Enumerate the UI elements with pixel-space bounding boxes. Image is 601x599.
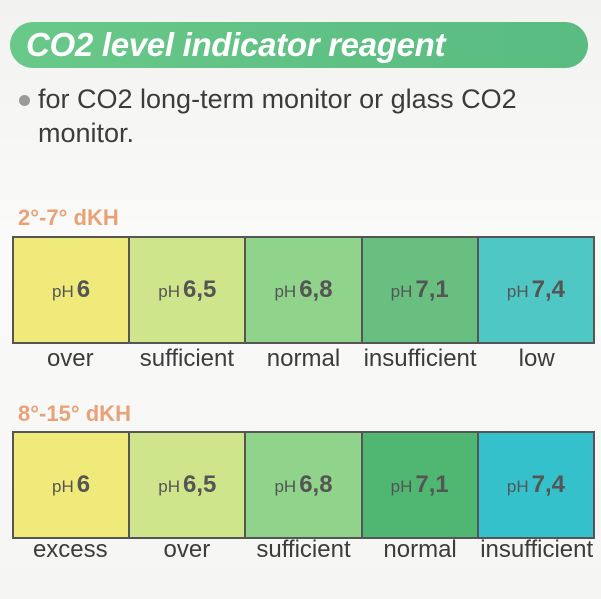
status-label: insufficient xyxy=(480,536,594,563)
status-label: insufficient xyxy=(363,345,477,372)
description-text: for CO2 long-term monitor or glass CO2 m… xyxy=(38,84,517,148)
ph-prefix: pH xyxy=(158,282,180,301)
ph-value: 6,8 xyxy=(299,276,333,303)
ph-value: 6 xyxy=(76,276,91,303)
status-label: over xyxy=(163,536,211,563)
status-label: normal xyxy=(266,345,341,372)
ph-value: 6,8 xyxy=(299,471,333,498)
ph-value: 7,1 xyxy=(415,276,449,303)
ph-prefix: pH xyxy=(390,282,413,301)
ph-prefix: pH xyxy=(274,282,297,301)
ph-value: 6,5 xyxy=(182,276,217,303)
status-label: normal xyxy=(383,536,457,563)
color-swatch: pH 6,8 xyxy=(246,433,363,537)
ph-prefix: pH xyxy=(52,477,74,496)
color-swatch: pH 7,4 xyxy=(478,238,594,342)
status-label: sufficient xyxy=(256,536,351,563)
ph-prefix: pH xyxy=(274,477,297,496)
range-label-2-7: 2°-7° dKH xyxy=(18,205,119,230)
bullet-icon xyxy=(19,95,30,106)
ph-value: 6 xyxy=(76,471,91,498)
color-swatch: pH 6 xyxy=(14,238,131,342)
status-label: sufficient xyxy=(139,345,235,372)
ph-prefix: pH xyxy=(52,282,74,301)
status-labels-row-2: excess over sufficient normal insufficie… xyxy=(12,536,595,564)
status-label: over xyxy=(46,345,94,372)
status-label: low xyxy=(518,345,555,372)
status-labels-row-1: over sufficient normal insufficient low xyxy=(12,345,595,373)
ph-value: 7,4 xyxy=(531,471,565,498)
color-swatch: pH 6 xyxy=(14,433,131,537)
ph-value: 7,1 xyxy=(415,471,449,498)
ph-prefix: pH xyxy=(390,477,413,496)
color-swatch: pH 7,1 xyxy=(362,433,479,537)
title-banner xyxy=(10,22,588,68)
color-swatch: pH 7,4 xyxy=(478,433,594,537)
ph-value: 6,5 xyxy=(182,471,217,498)
color-swatch: pH 7,1 xyxy=(362,238,479,342)
ph-prefix: pH xyxy=(158,477,180,496)
color-swatch: pH 6,5 xyxy=(130,238,247,342)
page-title: CO2 level indicator reagent xyxy=(26,26,446,63)
ph-value: 7,4 xyxy=(531,276,565,303)
color-swatch: pH 6,8 xyxy=(246,238,363,342)
color-chart-row-1: pH 6 pH 6,5 pH 6,8 pH 7,1 pH 7,4 xyxy=(12,236,595,344)
ph-prefix: pH xyxy=(506,477,529,496)
range-label-8-15: 8°-15° dKH xyxy=(18,401,131,426)
ph-prefix: pH xyxy=(506,282,529,301)
status-label: excess xyxy=(32,536,108,563)
color-swatch: pH 6,5 xyxy=(130,433,247,537)
color-chart-row-2: pH 6 pH 6,5 pH 6,8 pH 7,1 pH 7,4 xyxy=(12,431,595,539)
